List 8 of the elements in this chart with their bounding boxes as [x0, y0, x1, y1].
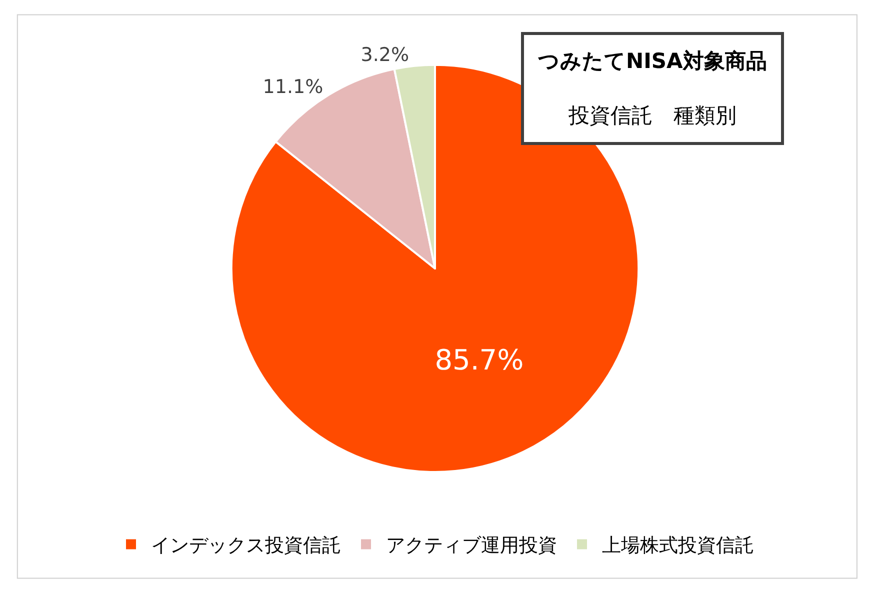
data-label: 3.2%: [360, 44, 410, 66]
text: 投資信託 種類別: [567, 104, 736, 128]
data-label: 85.7%: [434, 344, 524, 377]
data-label: 11.1%: [262, 76, 324, 98]
legend-label: アクティブ運用投資: [386, 534, 557, 557]
chart-title: つみたてNISA対象商品: [538, 49, 767, 73]
legend-label: インデックス投資信託: [151, 534, 341, 557]
legend-label: 上場株式投資信託: [602, 534, 754, 557]
